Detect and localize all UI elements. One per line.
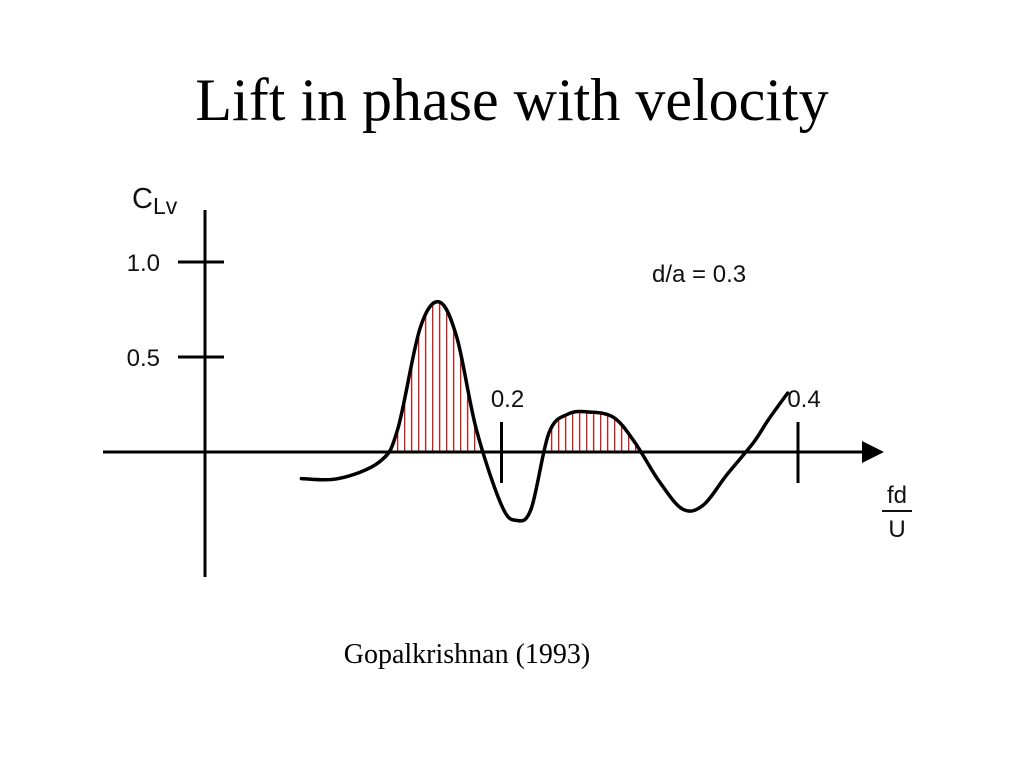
y-tick-label: 1.0 [127, 250, 160, 277]
y-axis-label: CLv [132, 183, 178, 219]
annotation-label: d/a = 0.3 [652, 261, 746, 288]
x-axis-label-denominator: U [888, 516, 905, 543]
slide-title: Lift in phase with velocity [195, 67, 829, 133]
y-tick-label: 0.5 [127, 345, 160, 372]
x-tick-label: 0.4 [787, 386, 820, 413]
figure-caption: Gopalkrishnan (1993) [343, 639, 591, 670]
shaded-region-layer [397, 302, 637, 452]
x-axis-label-numerator: fd [887, 482, 907, 509]
x-axis-arrowhead [862, 441, 884, 463]
tick-layer: 0.5 1.0 0.2 0.4 [127, 250, 821, 483]
x-tick-label: 0.2 [491, 386, 524, 413]
series-curve [299, 299, 790, 523]
